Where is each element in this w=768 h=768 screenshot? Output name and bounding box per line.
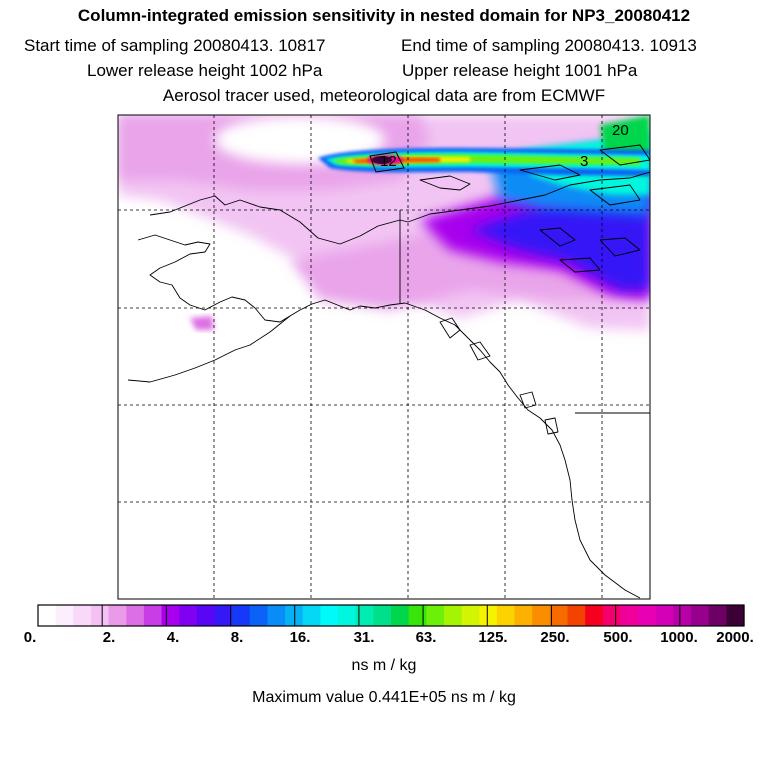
pacific-northwest-coast xyxy=(404,302,641,599)
colorbar-swatch xyxy=(267,605,286,626)
colorbar-frame xyxy=(37,604,745,627)
colorbar-swatch xyxy=(496,605,516,626)
colorbar-swatch xyxy=(532,605,551,626)
colorbar-swatch xyxy=(302,605,321,626)
receptor-marker xyxy=(369,151,405,173)
colorbar-tick-label: 31. xyxy=(353,629,375,646)
maximum-value-label: Maximum value 0.441E+05 ns m / kg xyxy=(252,689,516,706)
colorbar-swatch xyxy=(602,605,622,626)
end-time-label: End time of sampling 20080413. 10913 xyxy=(401,36,697,55)
colorbar-tick-label: 2000. xyxy=(716,629,754,646)
colorbar-tick-label: 63. xyxy=(415,629,437,646)
colorbar-swatch xyxy=(373,605,392,626)
map-grid xyxy=(118,115,650,599)
colorbar-swatch xyxy=(726,605,745,626)
colorbar-swatch xyxy=(408,605,427,626)
colorbar-swatch xyxy=(549,605,569,626)
colorbar-swatch xyxy=(232,605,251,626)
colorbar-swatch xyxy=(461,605,480,626)
upper-release-label: Upper release height 1001 hPa xyxy=(402,61,638,80)
alaska-west-coast xyxy=(137,234,406,323)
colorbar-swatch xyxy=(673,605,692,626)
colorbar-swatch xyxy=(638,605,657,626)
colorbar-tick-label: 2. xyxy=(102,629,116,646)
arctic-coast xyxy=(149,195,409,245)
colorbar-tick-label: 8. xyxy=(230,629,244,646)
colorbar-swatch xyxy=(90,605,110,626)
colorbar-swatch xyxy=(585,605,604,626)
plume-core xyxy=(372,156,392,164)
colorbar-swatch xyxy=(214,605,233,626)
colorbar-swatch xyxy=(443,605,463,626)
colorbar-swatch xyxy=(55,605,74,626)
colorbar-swatch xyxy=(320,605,339,626)
tracer-info-label: Aerosol tracer used, meteorological data… xyxy=(162,86,606,105)
field-magenta-spot xyxy=(190,316,214,330)
lower-release-label: Lower release height 1002 hPa xyxy=(87,61,323,80)
colorbar-swatch xyxy=(285,605,304,626)
colorbar-swatch xyxy=(655,605,674,626)
field-blue xyxy=(470,190,650,290)
colorbar-swatch xyxy=(567,605,586,626)
colorbar-swatch xyxy=(338,605,357,626)
colorbar-swatch xyxy=(73,605,92,626)
colorbar-swatch xyxy=(38,605,57,626)
canada-arctic-coast xyxy=(407,171,651,223)
colorbar-swatch xyxy=(479,605,498,626)
colorbar-swatch xyxy=(179,605,198,626)
arctic-islands xyxy=(419,144,651,206)
colorbar-swatch xyxy=(426,605,445,626)
colorbar-tick-label: 125. xyxy=(478,629,508,646)
colorbar-swatch xyxy=(691,605,710,626)
colorbar-swatch xyxy=(514,605,533,626)
map-label-12: 12 xyxy=(380,153,397,170)
colorbar-tick-label: 500. xyxy=(603,629,633,646)
colorbar-unit-label: ns m / kg xyxy=(351,657,417,674)
map-label-20: 20 xyxy=(612,122,629,139)
colorbar-tick-label: 1000. xyxy=(660,629,698,646)
canada-lakes xyxy=(539,227,641,273)
colorbar-swatch xyxy=(143,605,163,626)
colorbar xyxy=(37,604,745,627)
colorbar-swatch xyxy=(126,605,145,626)
colorbar-swatch xyxy=(620,605,639,626)
colorbar-swatch xyxy=(161,605,180,626)
start-time-label: Start time of sampling 20080413. 10817 xyxy=(24,36,326,55)
map-frame xyxy=(117,114,651,600)
colorbar-swatch xyxy=(249,605,269,626)
colorbar-tick-label: 4. xyxy=(166,629,180,646)
sensitivity-field xyxy=(118,115,650,330)
plot-title: Column-integrated emission sensitivity i… xyxy=(77,6,691,25)
colorbar-tick-label: 250. xyxy=(540,629,570,646)
receptor-polygon xyxy=(369,151,405,173)
field-clear-patch xyxy=(215,116,385,164)
colorbar-swatch xyxy=(355,605,374,626)
colorbar-swatch xyxy=(108,605,127,626)
colorbar-swatch xyxy=(391,605,410,626)
colorbar-tick-label: 16. xyxy=(289,629,311,646)
colorbar-tick-label: 0. xyxy=(23,629,37,646)
coastlines xyxy=(127,144,651,599)
coastal-islands xyxy=(439,317,559,435)
alaska-peninsula xyxy=(127,315,291,383)
colorbar-swatch xyxy=(196,605,216,626)
colorbar-swatch xyxy=(708,605,727,626)
map-label-3: 3 xyxy=(580,153,588,170)
